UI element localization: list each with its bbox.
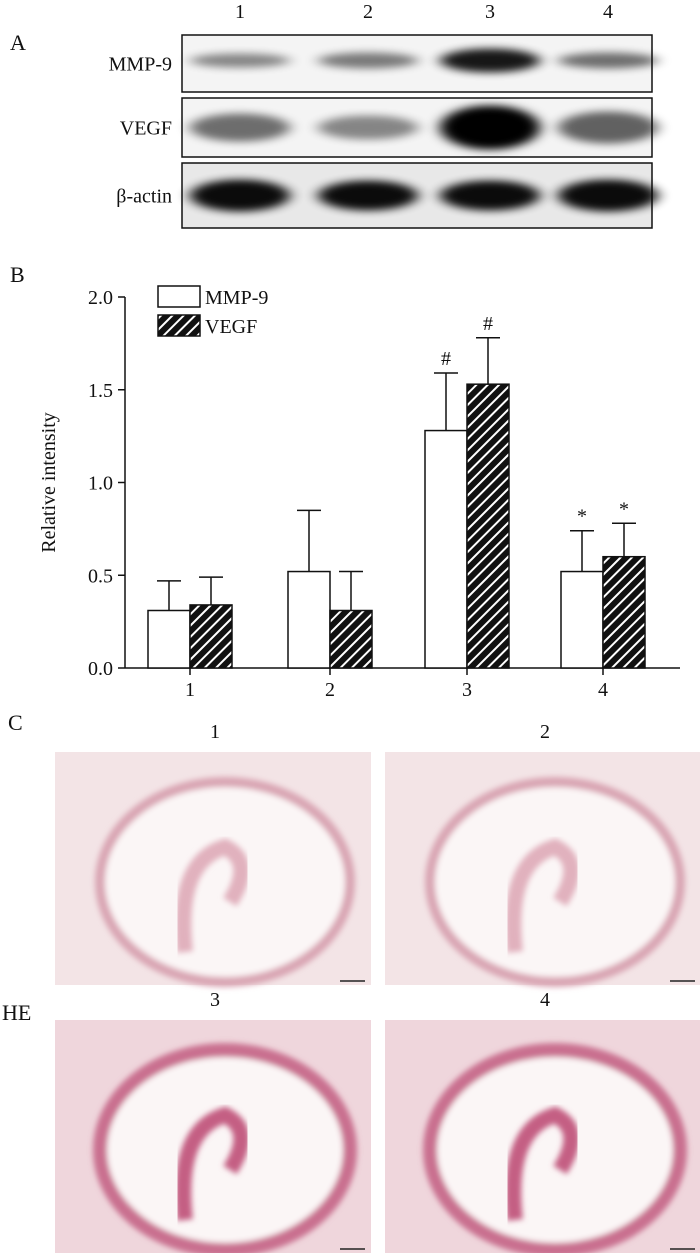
legend-swatch (157, 285, 201, 308)
blot-row-label: β-actin (116, 186, 172, 208)
histology: 1 2 3 4 (55, 721, 700, 1257)
blot-band (440, 105, 540, 150)
western-blot: 1 2 3 4 MMP-9 VEGF β-actin (109, 1, 658, 229)
image-title: 3 (210, 989, 220, 1011)
x-tick-label: 1 (185, 679, 195, 701)
panel-label: C (8, 710, 23, 735)
tissue-fold (505, 1106, 580, 1221)
bar (466, 383, 510, 669)
bar (189, 604, 233, 669)
lane-label: 4 (603, 1, 613, 23)
image-title: 4 (540, 989, 550, 1011)
bar-chart: 0.0 0.5 1.0 1.5 2.0 Relative intensity 1 2 3 4 # * M… (38, 285, 680, 701)
y-tick-label: 2.0 (88, 287, 113, 309)
x-tick-label: 3 (462, 679, 472, 701)
legend-swatch (157, 314, 201, 337)
y-tick-label: 0.0 (88, 658, 113, 680)
blot-band (190, 113, 290, 142)
lane-label: 1 (235, 1, 245, 23)
blot-band (558, 52, 658, 69)
blot-band (318, 115, 418, 140)
significance-marker: # (483, 313, 493, 335)
legend-label: VEGF (205, 316, 257, 338)
y-tick-label: 1.5 (88, 380, 113, 402)
significance-marker: # (441, 348, 451, 370)
lumen (93, 1043, 357, 1257)
bar (560, 570, 604, 669)
tissue-fold (175, 838, 250, 953)
blot-row-label: MMP-9 (109, 54, 172, 76)
image-title: 2 (540, 721, 550, 743)
blot-band (558, 111, 658, 144)
panel-label: HE (2, 1000, 31, 1025)
lane-label: 3 (485, 1, 495, 23)
panel-label: A (10, 30, 26, 55)
bar (424, 429, 468, 669)
image-title: 1 (210, 721, 220, 743)
lumen (423, 1043, 687, 1257)
tissue-fold (505, 838, 580, 953)
y-axis-label: Relative intensity (38, 412, 60, 553)
blot-band (558, 179, 658, 212)
blot-band (440, 180, 540, 211)
significance-marker: * (619, 498, 629, 520)
panel-label: B (10, 262, 25, 287)
y-tick-label: 0.5 (88, 565, 113, 587)
blot-band (440, 48, 540, 73)
lumen (425, 777, 685, 987)
blot-row-label: VEGF (120, 118, 172, 140)
lumen (95, 777, 355, 987)
x-tick-label: 2 (325, 679, 335, 701)
blot-band (190, 53, 290, 68)
legend-label: MMP-9 (205, 287, 268, 309)
bar (287, 570, 331, 669)
x-tick-label: 4 (598, 679, 608, 701)
y-tick-label: 1.0 (88, 473, 113, 495)
bar (329, 609, 373, 669)
bar (602, 555, 646, 669)
blot-band (190, 179, 290, 212)
blot-band (318, 52, 418, 69)
lane-label: 2 (363, 1, 373, 23)
bar (147, 609, 191, 669)
significance-marker: * (577, 506, 587, 528)
blot-band (318, 180, 418, 211)
tissue-fold (175, 1106, 250, 1221)
